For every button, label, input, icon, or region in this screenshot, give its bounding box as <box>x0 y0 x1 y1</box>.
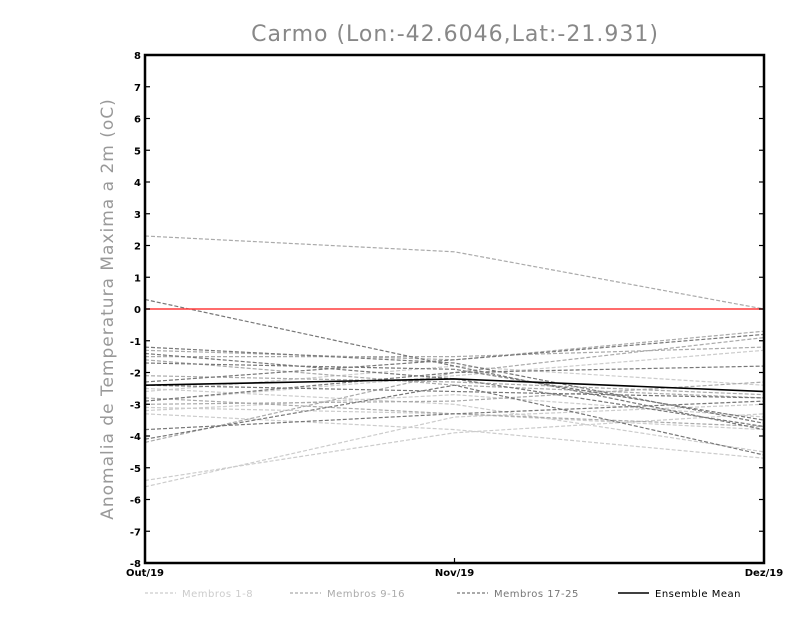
series-line-membro-9 <box>144 235 765 310</box>
y-tick-label: 2 <box>134 242 141 253</box>
legend-label: Membros 1-8 <box>182 589 253 600</box>
series-line-membro-17 <box>144 298 765 431</box>
series-line-membro-21 <box>144 365 765 402</box>
y-tick-label: 6 <box>134 115 141 126</box>
series-line-membro-20 <box>144 333 765 383</box>
y-tick-label: 3 <box>134 210 141 221</box>
y-tick-label: 1 <box>134 273 141 284</box>
legend-label: Membros 9-16 <box>327 589 405 600</box>
series-line-membro-8 <box>144 394 765 418</box>
y-tick-label: 7 <box>134 83 141 94</box>
y-tick-label: 4 <box>134 178 141 189</box>
legend-label: Ensemble Mean <box>655 589 741 600</box>
series-line-membro-1 <box>144 403 765 488</box>
x-tick-label: Nov/19 <box>435 568 474 579</box>
y-tick-label: 5 <box>134 146 141 157</box>
series-line-membro-5 <box>144 349 765 402</box>
series-line-membro-24 <box>144 384 765 399</box>
y-tick-label: -2 <box>130 369 141 380</box>
series-line-membro-2 <box>144 413 765 482</box>
x-tick-label: Out/19 <box>126 568 164 579</box>
series-line-membro-23 <box>144 384 765 456</box>
y-tick-label: -7 <box>130 527 141 538</box>
legend-label: Membros 17-25 <box>494 589 579 600</box>
series-line-membro-10 <box>144 330 765 361</box>
y-tick-label: -1 <box>130 337 141 348</box>
series-line-membro-13 <box>144 375 765 396</box>
legend: Membros 1-8 Membros 9-16 Membros 17-25 Ense… <box>145 589 741 600</box>
series-line-membro-25 <box>144 352 765 428</box>
y-tick-label: -6 <box>130 496 141 507</box>
series-line-membro-3 <box>144 413 765 459</box>
series-line-membro-19 <box>144 362 765 421</box>
y-tick-label: 8 <box>134 51 141 62</box>
series-layer <box>144 235 765 488</box>
series-line-membro-18 <box>144 346 765 424</box>
y-tick-label: -8 <box>130 559 141 570</box>
series-line-membro-11 <box>145 346 765 358</box>
series-line-membro-15 <box>144 337 765 443</box>
y-tick-label: -3 <box>130 400 141 411</box>
x-tick-label: Dez/19 <box>745 568 784 579</box>
y-tick-label: 0 <box>134 305 141 316</box>
series-line-membro-12 <box>144 359 765 399</box>
series-line-ensemble-mean <box>144 378 765 393</box>
series-line-membro-7 <box>144 387 765 453</box>
chart-title: Carmo (Lon:-42.6046,Lat:-21.931) <box>251 22 659 47</box>
series-line-membro-22 <box>144 400 765 431</box>
y-tick-label: -4 <box>130 432 141 443</box>
y-axis-label: Anomalia de Temperatura Maxima a 2m (oC) <box>98 98 118 520</box>
y-tick-label: -5 <box>130 464 141 475</box>
